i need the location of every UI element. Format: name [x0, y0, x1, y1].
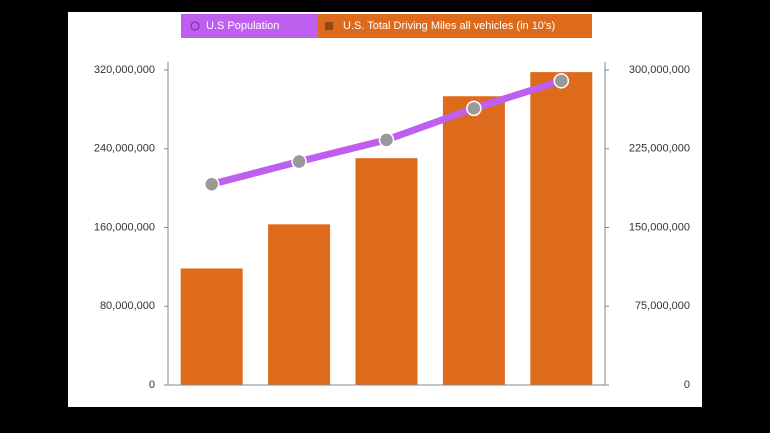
y2-tick-label: 0 [684, 379, 690, 391]
bar [180, 268, 243, 385]
y-tick-label: 320,000,000 [94, 64, 155, 76]
y-tick-label: 0 [149, 379, 155, 391]
y-tick-label: 80,000,000 [100, 300, 155, 312]
legend-label: U.S. Total Driving Miles all vehicles (i… [343, 20, 555, 32]
line-marker [291, 153, 307, 170]
legend-swatch [190, 21, 200, 31]
legend-box [318, 14, 592, 38]
y2-tick-label: 150,000,000 [629, 221, 690, 233]
line-marker [378, 132, 395, 148]
legend-swatch [325, 22, 333, 30]
line-marker [203, 176, 220, 192]
line-marker [553, 73, 570, 89]
line-marker [466, 100, 482, 117]
y2-tick-label: 300,000,000 [629, 64, 690, 76]
bar [530, 72, 593, 385]
y2-tick-label: 225,000,000 [629, 143, 690, 155]
legend-box [181, 14, 327, 38]
bar [355, 158, 418, 385]
bar [442, 96, 505, 385]
y-tick-label: 160,000,000 [94, 221, 155, 233]
y2-tick-label: 75,000,000 [635, 300, 690, 312]
bar [268, 224, 331, 385]
y-tick-label: 240,000,000 [94, 143, 155, 155]
legend-label: U.S Population [206, 20, 279, 32]
